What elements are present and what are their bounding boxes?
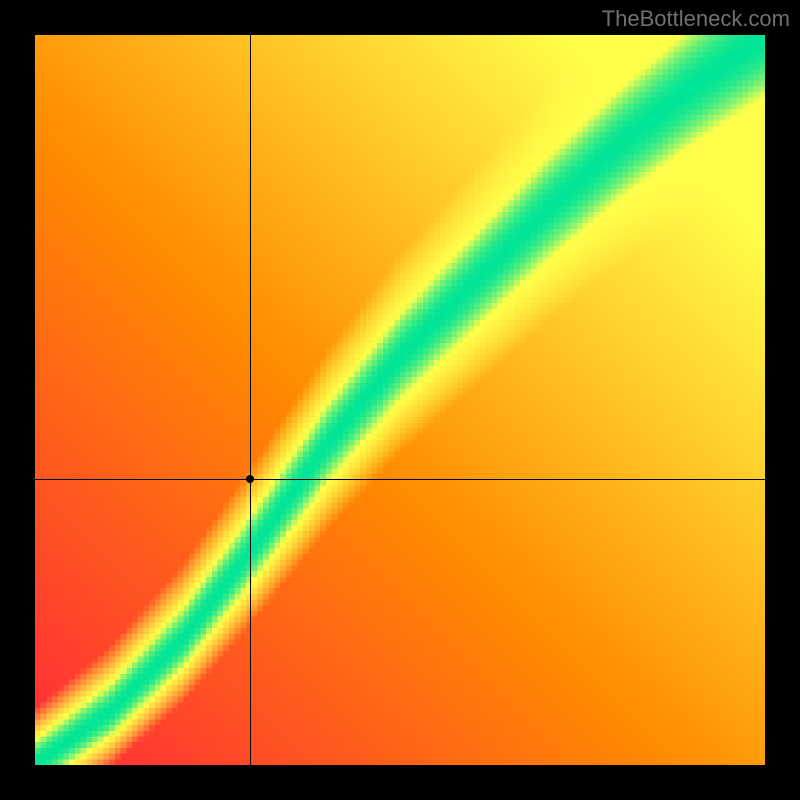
heatmap-canvas [35, 35, 765, 765]
chart-container: TheBottleneck.com [0, 0, 800, 800]
plot-area [35, 35, 765, 765]
watermark-text: TheBottleneck.com [602, 6, 790, 32]
crosshair-horizontal [35, 479, 765, 480]
marker-point [246, 475, 254, 483]
crosshair-vertical [250, 35, 251, 765]
